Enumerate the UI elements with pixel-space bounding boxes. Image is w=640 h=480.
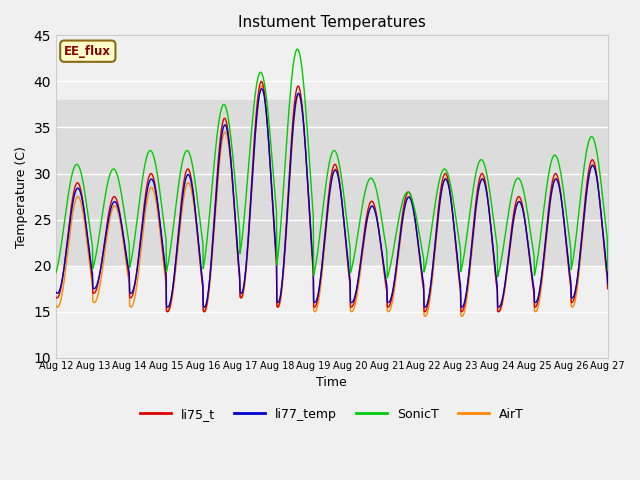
AirT bbox=[52, 303, 60, 309]
li77_temp bbox=[258, 86, 266, 92]
li77_temp bbox=[298, 105, 306, 110]
li75_t bbox=[367, 200, 374, 205]
X-axis label: Time: Time bbox=[317, 376, 348, 389]
AirT bbox=[458, 313, 466, 319]
AirT bbox=[258, 83, 266, 89]
SonicT bbox=[95, 236, 102, 241]
SonicT bbox=[294, 46, 301, 52]
AirT bbox=[308, 245, 316, 251]
SonicT bbox=[117, 190, 125, 195]
SonicT bbox=[604, 267, 612, 273]
SonicT bbox=[367, 175, 374, 181]
Title: Instument Temperatures: Instument Temperatures bbox=[238, 15, 426, 30]
AirT bbox=[367, 205, 374, 211]
li75_t bbox=[117, 218, 125, 224]
li75_t bbox=[604, 286, 612, 291]
Y-axis label: Temperature (C): Temperature (C) bbox=[15, 145, 28, 248]
AirT bbox=[298, 106, 306, 111]
li77_temp bbox=[287, 160, 294, 166]
li75_t bbox=[308, 250, 316, 255]
AirT bbox=[95, 289, 102, 295]
li77_temp bbox=[95, 276, 102, 281]
li77_temp bbox=[117, 219, 125, 225]
li75_t bbox=[52, 294, 60, 300]
SonicT bbox=[298, 65, 306, 71]
Line: li75_t: li75_t bbox=[56, 82, 608, 312]
SonicT bbox=[52, 270, 60, 276]
li75_t bbox=[257, 79, 265, 84]
SonicT bbox=[286, 93, 294, 99]
AirT bbox=[287, 165, 294, 171]
Line: SonicT: SonicT bbox=[56, 49, 608, 278]
li75_t bbox=[287, 152, 294, 157]
li75_t bbox=[298, 101, 306, 107]
SonicT bbox=[383, 275, 391, 281]
Bar bbox=[56, 100, 608, 265]
li77_temp bbox=[308, 243, 316, 249]
li77_temp bbox=[421, 304, 429, 310]
AirT bbox=[604, 286, 612, 291]
li77_temp bbox=[52, 289, 60, 295]
li75_t bbox=[495, 309, 502, 314]
Line: AirT: AirT bbox=[56, 86, 608, 316]
Line: li77_temp: li77_temp bbox=[56, 89, 608, 307]
li77_temp bbox=[367, 205, 374, 211]
AirT bbox=[117, 225, 125, 230]
li77_temp bbox=[604, 281, 612, 287]
li75_t bbox=[95, 277, 102, 283]
SonicT bbox=[308, 193, 316, 199]
Text: EE_flux: EE_flux bbox=[64, 45, 111, 58]
Legend: li75_t, li77_temp, SonicT, AirT: li75_t, li77_temp, SonicT, AirT bbox=[135, 403, 529, 426]
